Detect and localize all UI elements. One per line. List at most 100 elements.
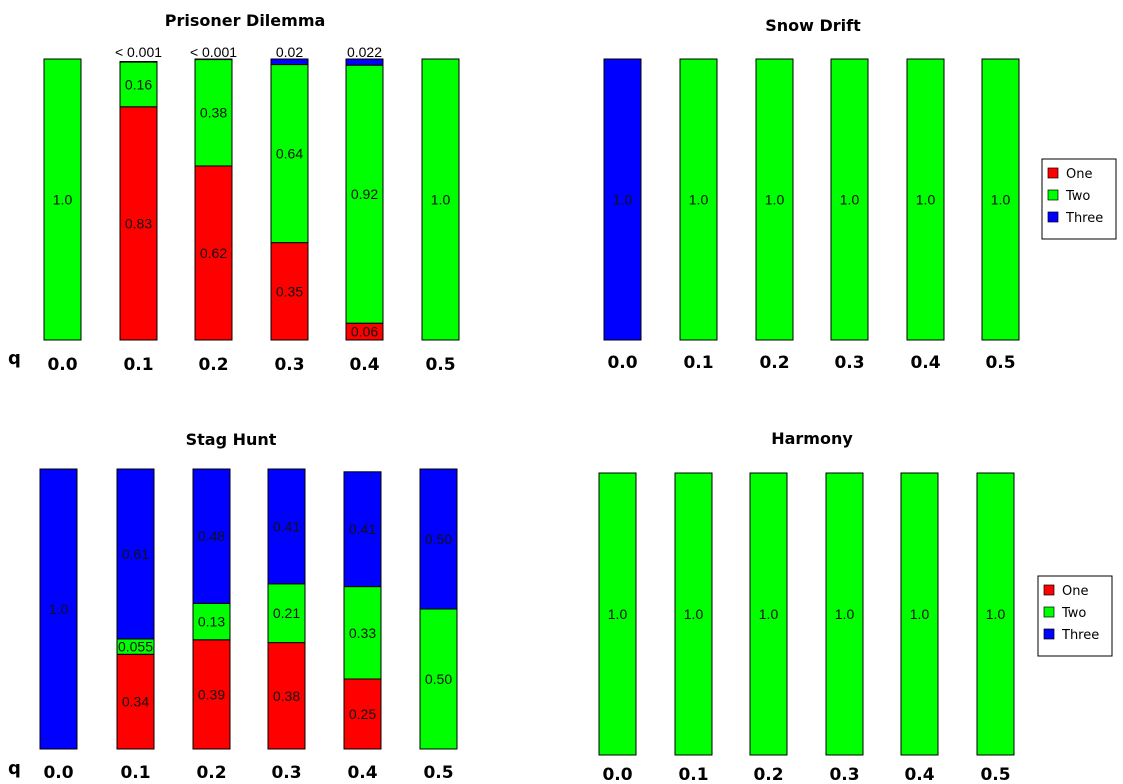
x-tick-label: 0.3 bbox=[829, 765, 859, 784]
x-tick-label: 0.0 bbox=[43, 763, 73, 783]
legend-entry-two: Two bbox=[1065, 189, 1090, 204]
legend-entry-three: Three bbox=[1065, 211, 1103, 226]
bar-segment-two bbox=[345, 64, 384, 324]
data-label: 0.50 bbox=[425, 671, 452, 687]
data-label: 0.25 bbox=[349, 706, 376, 722]
panel-stag-hunt: Stag Hunt 1.0 0.0 0.34 0.055 0.61 0.1 0.39 0.13… bbox=[8, 430, 458, 783]
bar-segment-two bbox=[194, 58, 233, 167]
bar-segment-three bbox=[192, 468, 231, 604]
bar-segment-two bbox=[830, 58, 869, 341]
data-label: 0.83 bbox=[125, 215, 152, 231]
bar-segment-three bbox=[270, 58, 309, 66]
bar-segment-one bbox=[267, 642, 306, 750]
data-label: 0.50 bbox=[425, 531, 452, 547]
bar-segment-three bbox=[343, 471, 382, 588]
x-tick-label: 0.2 bbox=[759, 353, 789, 373]
data-label: 0.61 bbox=[122, 546, 149, 562]
x-tick-label: 0.3 bbox=[834, 353, 864, 373]
bar-segment-three bbox=[603, 58, 642, 341]
data-label: 0.35 bbox=[276, 283, 303, 299]
data-label: 1.0 bbox=[431, 192, 451, 208]
data-label: 0.62 bbox=[200, 245, 227, 261]
bar-segment-two bbox=[976, 472, 1015, 756]
bar-segment-three bbox=[119, 61, 158, 63]
legend-entry-two: Two bbox=[1061, 606, 1086, 621]
data-label: 1.0 bbox=[765, 192, 785, 208]
bar-segment-one bbox=[270, 242, 309, 341]
data-label: 1.0 bbox=[689, 192, 709, 208]
chart-title: Snow Drift bbox=[765, 16, 861, 35]
x-tick-label: 0.5 bbox=[980, 765, 1010, 784]
data-label: 0.055 bbox=[118, 639, 153, 655]
bar-segment-two bbox=[906, 58, 945, 341]
x-tick-label: 0.5 bbox=[985, 353, 1015, 373]
legend-swatch-three bbox=[1043, 628, 1055, 640]
x-tick-label: 0.5 bbox=[423, 763, 453, 783]
x-axis-symbol: q bbox=[8, 348, 21, 369]
data-label: 0.06 bbox=[351, 324, 378, 340]
bar-segment-one bbox=[116, 653, 155, 750]
bar-segment-two bbox=[679, 58, 718, 341]
data-label: 1.0 bbox=[53, 192, 73, 208]
data-label: 1.0 bbox=[916, 192, 936, 208]
x-tick-label: 0.1 bbox=[678, 765, 708, 784]
bar-segment-one bbox=[194, 165, 233, 341]
data-label: 1.0 bbox=[835, 606, 855, 622]
legend-swatch-two bbox=[1047, 189, 1059, 201]
data-label: 0.34 bbox=[122, 694, 149, 710]
bar-segment-three bbox=[345, 58, 384, 66]
legend-entry-three: Three bbox=[1061, 628, 1099, 643]
legend-entry-one: One bbox=[1062, 584, 1088, 599]
legend: One Two Three bbox=[1041, 158, 1117, 240]
bar-segment-two bbox=[270, 64, 309, 244]
bar-segment-three bbox=[39, 468, 78, 750]
top-data-label: < 0.001 bbox=[190, 44, 237, 60]
bar-segment-two bbox=[900, 472, 939, 756]
chart-title: Prisoner Dilemma bbox=[165, 11, 326, 30]
bar-segment-two bbox=[421, 58, 460, 341]
legend-entry-one: One bbox=[1066, 167, 1092, 182]
x-tick-label: 0.3 bbox=[271, 763, 301, 783]
x-tick-label: 0.3 bbox=[274, 355, 304, 375]
bar-segment-three bbox=[419, 468, 458, 610]
x-tick-label: 0.4 bbox=[347, 763, 377, 783]
legend-swatch-one bbox=[1047, 167, 1059, 179]
data-label: 0.13 bbox=[198, 614, 225, 630]
data-label: 0.41 bbox=[349, 521, 376, 537]
legend-swatch-two bbox=[1043, 606, 1055, 618]
bar-segment-two bbox=[674, 472, 713, 756]
top-data-label: < 0.001 bbox=[115, 44, 162, 60]
data-label: 0.41 bbox=[273, 518, 300, 534]
bar-segment-two bbox=[825, 472, 864, 756]
x-tick-label: 0.0 bbox=[47, 355, 77, 375]
bar-segment-two bbox=[43, 58, 82, 341]
chart-title: Stag Hunt bbox=[186, 430, 277, 449]
x-tick-label: 0.5 bbox=[425, 355, 455, 375]
data-label: 1.0 bbox=[49, 601, 69, 617]
data-label: 1.0 bbox=[840, 192, 860, 208]
top-data-label: 0.02 bbox=[276, 44, 303, 60]
x-tick-label: 0.4 bbox=[904, 765, 934, 784]
panel-prisoner-dilemma: Prisoner Dilemma 1.0 0.0 0.83 0.16 < 0.001 0.… bbox=[8, 11, 460, 375]
bar-segment-two bbox=[981, 58, 1020, 341]
bar-segment-two bbox=[598, 472, 637, 756]
data-label: 0.38 bbox=[200, 105, 227, 121]
bar-segment-one bbox=[192, 639, 231, 750]
data-label: 1.0 bbox=[608, 606, 628, 622]
data-label: 0.64 bbox=[276, 146, 303, 162]
bar-segment-two bbox=[749, 472, 788, 756]
bar-segment-three bbox=[194, 58, 233, 61]
data-label: 0.33 bbox=[349, 625, 376, 641]
x-tick-label: 0.4 bbox=[910, 353, 940, 373]
bar-segment-two bbox=[343, 586, 382, 680]
bar-segment-two bbox=[755, 58, 794, 341]
data-label: 1.0 bbox=[986, 606, 1006, 622]
data-label: 1.0 bbox=[684, 606, 704, 622]
legend-swatch-three bbox=[1047, 211, 1059, 223]
data-label: 1.0 bbox=[759, 606, 779, 622]
data-label: 1.0 bbox=[613, 192, 633, 208]
data-label: 0.38 bbox=[273, 688, 300, 704]
bar-segment-three bbox=[116, 468, 155, 640]
panel-snow-drift: Snow Drift 1.0 0.0 1.0 0.1 1.0 0.2 1.0 0.3 1.0 0.… bbox=[603, 16, 1117, 373]
